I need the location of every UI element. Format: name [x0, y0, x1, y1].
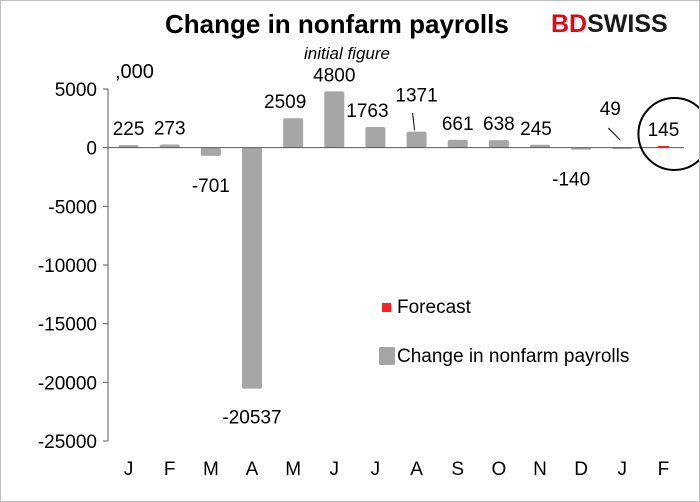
brand-bd: BD [551, 10, 588, 38]
x-tick-label: J [618, 459, 628, 480]
data-label: 638 [483, 114, 515, 135]
data-label: -701 [192, 176, 230, 197]
legend-label-payrolls: Change in nonfarm payrolls [397, 346, 630, 367]
y-tick-label: 0 [86, 139, 97, 160]
bar-payrolls [365, 126, 386, 148]
annotation-initial-figure: initial figure [304, 44, 390, 63]
data-label: 273 [154, 118, 186, 139]
legend-swatch-payrolls [379, 347, 395, 365]
x-tick-label: N [533, 459, 547, 480]
chart-title: Change in nonfarm payrolls [165, 9, 509, 39]
leader-line-49 [607, 127, 621, 141]
data-label: 225 [113, 119, 145, 140]
x-tick-label: J [371, 459, 381, 480]
y-tick-label: 5000 [55, 80, 97, 101]
legend-label-forecast: Forecast [397, 297, 471, 318]
x-tick-label: J [330, 459, 340, 480]
bar-payrolls [242, 147, 262, 389]
y-tick-label: -25000 [38, 432, 97, 453]
data-label: 2509 [264, 92, 306, 113]
legend-swatch-forecast [382, 303, 391, 312]
x-tick-label: S [451, 459, 464, 480]
leader-line-1371 [412, 112, 416, 131]
x-tick-label: A [246, 459, 259, 480]
y-tick-label: -10000 [38, 256, 97, 277]
x-tick-label: J [124, 459, 134, 480]
forecast-highlight-circle [637, 97, 699, 171]
bar-payrolls [447, 139, 468, 148]
data-label: 1371 [395, 86, 437, 107]
data-label: 145 [648, 120, 680, 141]
x-tick-label: A [410, 459, 423, 480]
bar-payrolls [200, 147, 221, 156]
bar-payrolls [118, 145, 139, 148]
x-tick-label: F [658, 459, 670, 480]
unit-label: ,000 [115, 61, 154, 83]
bar-payrolls [406, 131, 427, 148]
data-label: -140 [552, 169, 590, 190]
data-label: 245 [520, 119, 552, 140]
data-label: 4800 [313, 65, 355, 86]
y-tick-label: -15000 [38, 315, 97, 336]
x-tick-label: F [164, 459, 176, 480]
y-tick-label: -5000 [48, 197, 97, 218]
data-label: 49 [600, 99, 621, 120]
data-label: -20537 [222, 408, 281, 429]
brand-logo: BDSWISS [551, 10, 668, 39]
x-tick-label: M [203, 459, 219, 480]
brand-swiss: SWISS [587, 10, 668, 38]
bar-payrolls [283, 118, 304, 148]
data-label: 1763 [346, 101, 388, 122]
bar-payrolls [530, 144, 550, 148]
x-tick-label: O [491, 459, 506, 480]
bar-payrolls [488, 140, 509, 148]
x-tick-label: D [574, 459, 588, 480]
bar-payrolls [159, 144, 180, 148]
data-label: 661 [442, 114, 474, 135]
y-tick-label: -20000 [38, 373, 97, 394]
bar-payrolls [324, 91, 345, 148]
x-tick-label: M [285, 459, 301, 480]
